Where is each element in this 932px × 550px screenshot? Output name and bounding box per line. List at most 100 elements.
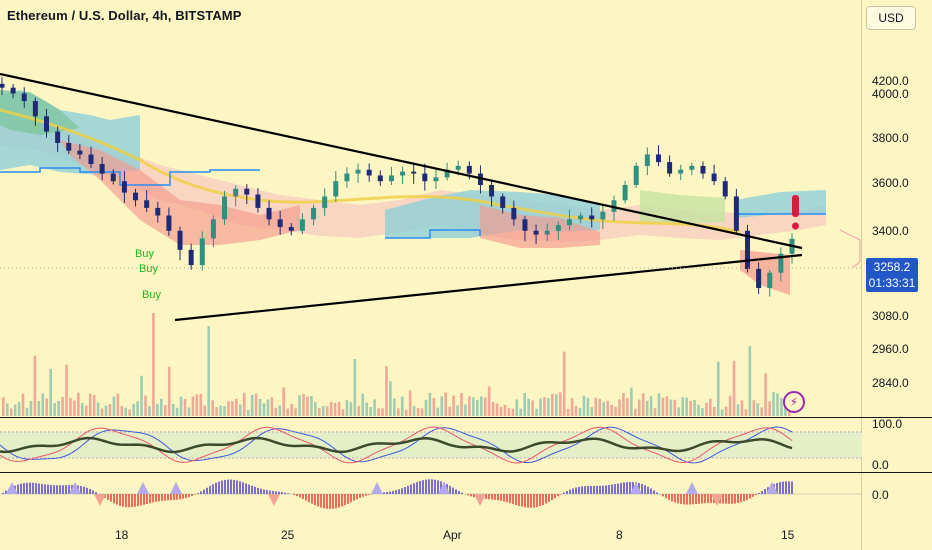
histogram-bar — [386, 491, 388, 494]
histogram-bar — [653, 490, 655, 494]
histogram-bar — [518, 494, 520, 506]
histogram-bar — [332, 494, 334, 509]
signal-triangle — [474, 494, 486, 506]
histogram-bar — [614, 484, 616, 494]
volume-bar — [13, 404, 17, 416]
volume-bar — [262, 403, 266, 416]
volume-bar — [88, 393, 92, 416]
lightning-icon[interactable]: ⚡︎ — [783, 391, 805, 413]
histogram-bar — [170, 494, 172, 501]
volume-bar — [543, 397, 546, 416]
candle-body — [121, 181, 127, 193]
candle-body — [500, 196, 506, 208]
histogram-bar — [29, 482, 31, 494]
volume-bar — [65, 364, 68, 416]
histogram-bar — [779, 482, 781, 494]
histogram-bar — [203, 489, 205, 494]
histogram-bar — [200, 491, 202, 494]
candle-body — [244, 188, 250, 195]
volume-bar — [736, 404, 740, 416]
candle-body — [522, 219, 528, 231]
candle-body — [589, 215, 595, 220]
histogram-bar — [494, 494, 496, 500]
histogram-bar — [266, 490, 268, 494]
histogram-bar — [410, 484, 412, 494]
signal-triangle — [137, 482, 149, 494]
histogram-bar — [557, 494, 559, 497]
signal-triangle — [686, 482, 698, 494]
volume-bar — [491, 402, 495, 416]
currency-button[interactable]: USD — [866, 6, 916, 30]
histogram-bar — [176, 494, 178, 500]
volume-bar — [381, 408, 384, 416]
candle-body — [433, 177, 439, 182]
histogram-bar — [509, 494, 511, 504]
volume-bar — [337, 401, 341, 416]
histogram-bar — [230, 479, 232, 494]
histogram-bar — [188, 494, 190, 498]
volume-bar — [716, 361, 720, 416]
volume-bar — [246, 409, 250, 416]
histogram-bar — [734, 494, 736, 504]
volume-bar — [424, 399, 428, 416]
volume-bar — [602, 402, 605, 416]
volume-bar — [551, 393, 554, 416]
candle-body — [155, 207, 161, 216]
ascending-trendline[interactable] — [174, 253, 803, 322]
histogram-bar — [5, 490, 7, 494]
ma-band-bear-left — [60, 140, 300, 245]
candle-body — [322, 196, 328, 208]
histogram-bar — [116, 494, 118, 505]
candle-body — [288, 226, 294, 231]
candle-body — [233, 188, 239, 197]
kijun-line-left — [0, 167, 260, 186]
volume-bar — [677, 407, 681, 416]
candle-body — [744, 230, 750, 269]
last-price-label[interactable]: 3258.2 01:33:31 — [866, 258, 918, 292]
exclamation-icon[interactable] — [792, 195, 799, 230]
volume-bar — [286, 408, 289, 416]
histogram-bar — [347, 494, 349, 504]
candle-body — [44, 116, 50, 132]
volume-bar — [452, 395, 455, 416]
buy-signal-3: Buy — [142, 289, 161, 301]
momentum-histogram — [2, 479, 793, 509]
histogram-bar — [419, 481, 421, 494]
histogram-bar — [20, 483, 22, 494]
volume-bar — [108, 404, 112, 416]
histogram-bar — [521, 494, 523, 507]
histogram-bar — [575, 487, 577, 494]
candle-body — [678, 169, 684, 174]
volume-bar — [483, 397, 487, 416]
histogram-bar — [179, 494, 181, 500]
histogram-bar — [344, 494, 346, 506]
volume-bar — [195, 394, 199, 416]
volume-bar — [732, 360, 736, 416]
ma-band-bear-mid — [480, 205, 600, 248]
candle-body — [511, 207, 517, 220]
volume-bar — [598, 398, 602, 416]
volume-bar — [472, 397, 475, 416]
histogram-bar — [245, 483, 247, 494]
histogram-bar — [758, 493, 760, 494]
histogram-bar — [83, 486, 85, 494]
volume-bar — [310, 395, 313, 416]
volume-bar — [175, 407, 179, 416]
histogram-bar — [629, 481, 631, 494]
histogram-bar — [2, 492, 4, 494]
volume-bar — [495, 403, 499, 416]
volume-bar — [329, 401, 333, 416]
volume-bar — [555, 394, 558, 416]
histogram-bar — [152, 494, 154, 503]
descending-trendline[interactable] — [0, 72, 803, 250]
histogram-bar — [26, 482, 28, 494]
volume-bar — [515, 399, 519, 416]
volume-bar — [290, 404, 293, 416]
candle-body — [299, 219, 305, 231]
volume-bar — [163, 405, 167, 416]
volume-bar — [539, 398, 542, 416]
volume-bar — [314, 402, 317, 416]
volume-bar — [558, 392, 562, 416]
